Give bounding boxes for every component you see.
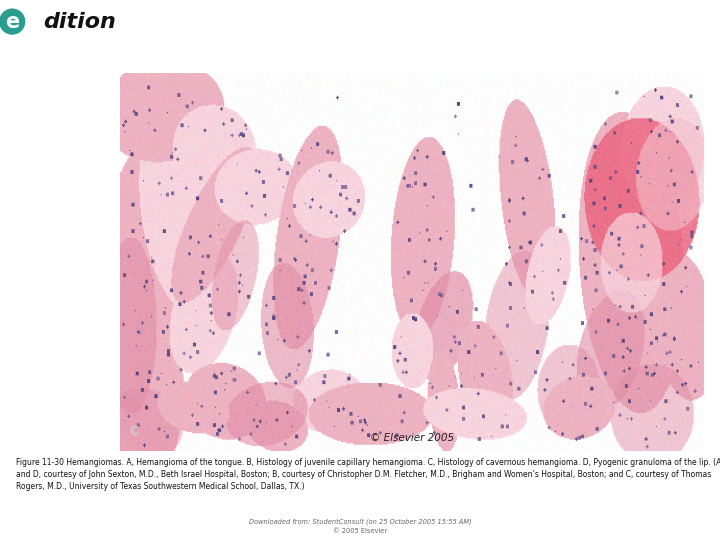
Text: C: C xyxy=(129,424,138,437)
Text: e: e xyxy=(5,11,19,32)
Text: dition: dition xyxy=(43,11,116,32)
Text: © Elsevier 2005: © Elsevier 2005 xyxy=(370,433,454,443)
Text: © 2005 Elsevier: © 2005 Elsevier xyxy=(333,528,387,535)
Text: Downloaded from: StudentConsult (on 25 October 2005 15:55 AM): Downloaded from: StudentConsult (on 25 O… xyxy=(248,519,472,525)
Text: Figure 11-30 Hemangiomas. A, Hemangioma of the tongue. B, Histology of juvenile : Figure 11-30 Hemangiomas. A, Hemangioma … xyxy=(16,458,720,490)
